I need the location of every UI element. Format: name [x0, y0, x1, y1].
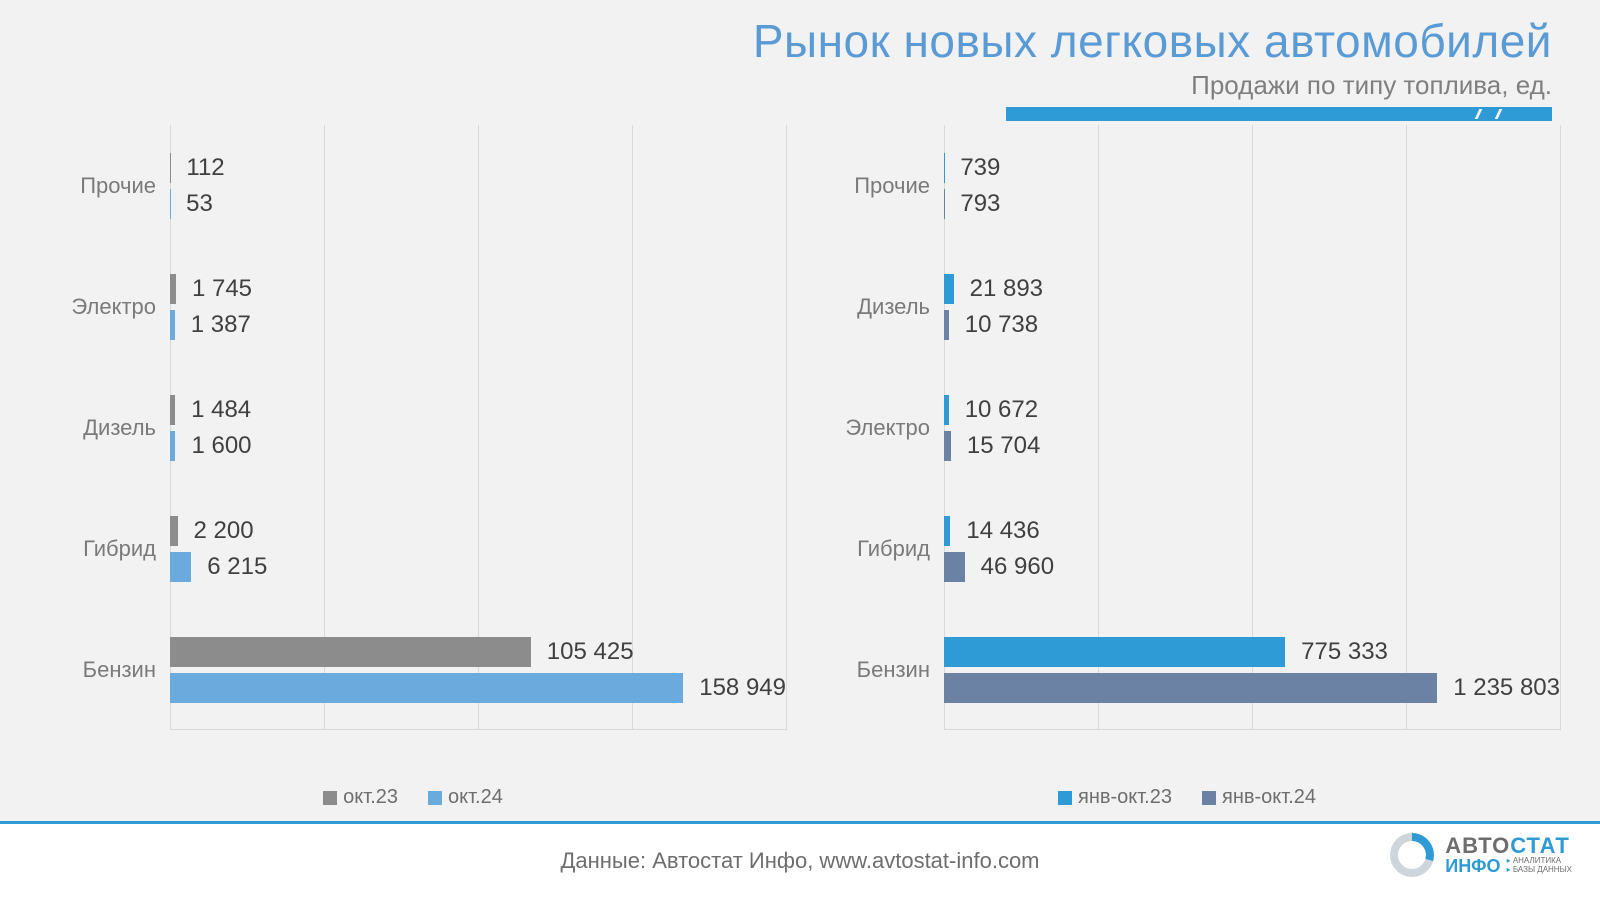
category-row: Гибрид 2 200 6 215 [40, 488, 786, 609]
legend-swatch [1058, 791, 1072, 805]
gridline [1560, 125, 1561, 730]
legend-label: окт.24 [448, 786, 503, 809]
bar [170, 637, 531, 667]
page-title: Рынок новых легковых автомобилей [0, 14, 1552, 68]
bar-value-label: 2 200 [178, 517, 254, 545]
bar-value-label: 158 949 [683, 674, 786, 702]
category-label: Дизель [814, 294, 944, 320]
legend-item: янв-окт.23 [1058, 786, 1172, 809]
category-row: Бензин 105 425 158 949 [40, 609, 786, 730]
category-label: Дизель [40, 415, 170, 441]
legend-item: окт.23 [323, 786, 398, 809]
legend-swatch [428, 791, 442, 805]
footer-text: Данные: Автостат Инфо, www.avtostat-info… [560, 848, 1039, 874]
bar-value-label: 739 [944, 154, 1000, 182]
gridline [786, 125, 787, 730]
category-row: Гибрид14 436 46 960 [814, 488, 1560, 609]
category-label: Гибрид [40, 536, 170, 562]
category-label: Гибрид [814, 536, 944, 562]
legend-swatch [1202, 791, 1216, 805]
bar [944, 431, 951, 461]
bar [170, 516, 178, 546]
category-row: Прочие739 793 [814, 125, 1560, 246]
category-row: Электро1 745 1 387 [40, 246, 786, 367]
logo-text-info: ИНФО [1445, 857, 1500, 875]
chart-left: Прочие112 53 Электро1 745 1 387 Дизель1 484 1… [40, 125, 786, 809]
bar-value-label: 53 [170, 190, 213, 218]
header: Рынок новых легковых автомобилей Продажи… [0, 0, 1600, 125]
page-subtitle: Продажи по типу топлива, ед. [0, 70, 1552, 101]
bar-value-label: 1 387 [175, 311, 251, 339]
bar-value-label: 21 893 [954, 275, 1043, 303]
bar-value-label: 6 215 [191, 553, 267, 581]
legend-swatch [323, 791, 337, 805]
legend-label: янв-окт.23 [1078, 786, 1172, 809]
accent-bar [1006, 107, 1552, 121]
brand-logo: АВТОСТАТ ИНФО ▸ АНАЛИТИКА ▸ БАЗЫ ДАННЫХ [1389, 832, 1572, 878]
bar-value-label: 1 745 [176, 275, 252, 303]
category-label: Электро [814, 415, 944, 441]
bar-value-label: 1 600 [175, 432, 251, 460]
category-row: Дизель 21 893 10 738 [814, 246, 1560, 367]
charts-container: Прочие11253Электро1 7451 387Дизель1 4841… [0, 125, 1600, 821]
bar [944, 673, 1437, 703]
bar-value-label: 14 436 [950, 517, 1039, 545]
category-label: Бензин [40, 657, 170, 683]
bar-value-label: 46 960 [965, 553, 1054, 581]
bar-value-label: 112 [170, 154, 224, 182]
chart-right: Прочие739 793 Дизель 21 893 10 738 Электро10 … [814, 125, 1560, 809]
logo-icon [1389, 832, 1435, 878]
legend-item: окт.24 [428, 786, 503, 809]
legend-item: янв-окт.24 [1202, 786, 1316, 809]
chart-left-legend: окт.23 окт.24 [40, 776, 786, 809]
category-label: Прочие [40, 173, 170, 199]
bar-value-label: 793 [944, 190, 1000, 218]
category-label: Бензин [814, 657, 944, 683]
logo-text-stat: СТАТ [1510, 833, 1570, 858]
category-row: Бензин 775 333 1 235 803 [814, 609, 1560, 730]
footer: Данные: Автостат Инфо, www.avtostat-info… [0, 821, 1600, 897]
category-label: Электро [40, 294, 170, 320]
bar [944, 552, 965, 582]
bar [170, 552, 191, 582]
bar-value-label: 15 704 [951, 432, 1040, 460]
legend-label: янв-окт.24 [1222, 786, 1316, 809]
legend-label: окт.23 [343, 786, 398, 809]
bar-value-label: 1 484 [175, 396, 251, 424]
bar [944, 274, 954, 304]
bar-value-label: 10 738 [949, 311, 1038, 339]
bar-value-label: 775 333 [1285, 638, 1388, 666]
logo-text-auto: АВТО [1445, 833, 1510, 858]
category-row: Электро10 672 15 704 [814, 367, 1560, 488]
logo-tagline: ▸ АНАЛИТИКА ▸ БАЗЫ ДАННЫХ [1507, 857, 1572, 875]
bar-value-label: 10 672 [949, 396, 1038, 424]
bar [944, 637, 1285, 667]
category-row: Прочие112 53 [40, 125, 786, 246]
category-label: Прочие [814, 173, 944, 199]
bar-value-label: 1 235 803 [1437, 674, 1560, 702]
bar [170, 673, 683, 703]
bar-value-label: 105 425 [531, 638, 634, 666]
chart-right-legend: янв-окт.23 янв-окт.24 [814, 776, 1560, 809]
category-row: Дизель1 484 1 600 [40, 367, 786, 488]
